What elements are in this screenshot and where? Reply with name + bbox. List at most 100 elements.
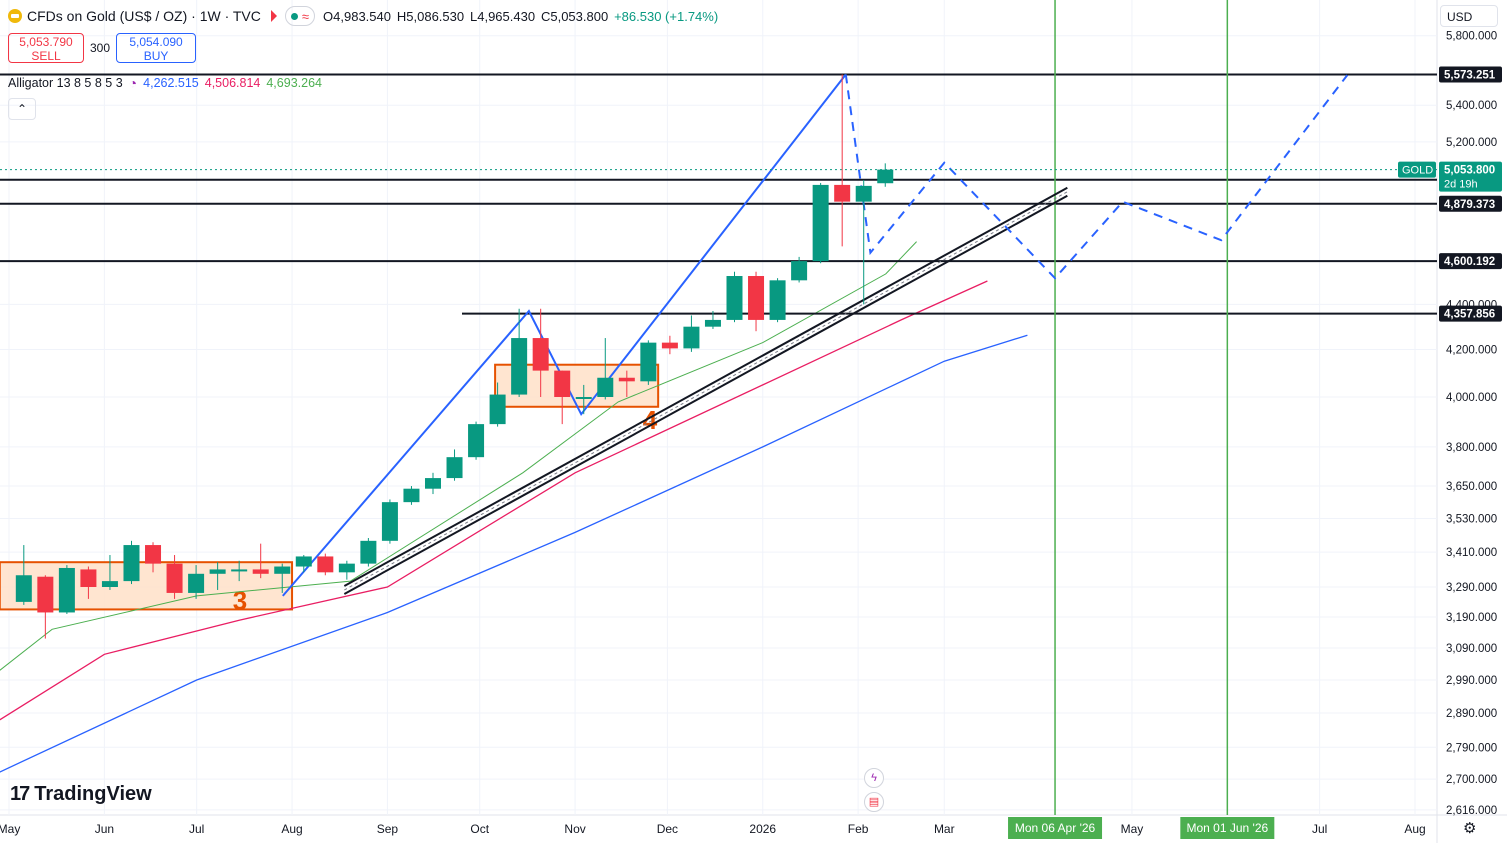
x-tick-label: Feb bbox=[848, 822, 869, 836]
x-tick-label: Oct bbox=[470, 822, 489, 836]
candle-body bbox=[618, 377, 635, 382]
date-marker-label: Mon 06 Apr '26 bbox=[1015, 821, 1096, 835]
candle-body bbox=[812, 184, 829, 262]
candle-body bbox=[15, 575, 32, 602]
y-tick-label: 3,800.000 bbox=[1446, 442, 1497, 454]
candle-body bbox=[748, 276, 765, 320]
candle-body bbox=[597, 377, 614, 397]
symbol-tag bbox=[1398, 161, 1436, 178]
candle-body bbox=[381, 502, 398, 541]
symbol-title[interactable]: CFDs on Gold (US$ / OZ) · 1W · TVC bbox=[27, 8, 261, 24]
x-tick-label: Nov bbox=[564, 822, 585, 836]
y-tick-label: 2,700.000 bbox=[1446, 774, 1497, 786]
x-tick-label: Sep bbox=[377, 822, 399, 836]
candle-body bbox=[295, 556, 312, 567]
currency-selector[interactable]: USD bbox=[1440, 5, 1498, 27]
indicator-loading-icon: ◔ bbox=[128, 75, 138, 91]
date-marker-label: Mon 01 Jun '26 bbox=[1186, 821, 1268, 835]
jaw-value: 4,262.515 bbox=[143, 76, 199, 90]
candle-body bbox=[58, 567, 75, 613]
candle-body bbox=[188, 573, 205, 593]
candle-body bbox=[791, 261, 808, 281]
change-value: +86.530 (+1.74%) bbox=[614, 9, 719, 24]
candle-body bbox=[37, 576, 54, 613]
current-price-tag bbox=[1439, 161, 1502, 192]
candle-body bbox=[446, 457, 463, 479]
market-status-pill[interactable]: ≈ bbox=[284, 6, 316, 26]
y-tick-label: 2,990.000 bbox=[1446, 675, 1497, 687]
x-tick-label: May bbox=[0, 822, 20, 836]
alligator-indicator-legend[interactable]: Alligator 13 8 5 8 5 3 ◔ 4,262.515 4,506… bbox=[8, 75, 322, 91]
lips-value: 4,693.264 bbox=[266, 76, 322, 90]
candle-body bbox=[338, 563, 355, 573]
candle-body bbox=[403, 488, 420, 503]
tradingview-logo[interactable]: 17 TradingView bbox=[10, 783, 152, 806]
sell-button[interactable]: 5,053.790 SELL bbox=[8, 33, 84, 63]
buy-button[interactable]: 5,054.090 BUY bbox=[116, 33, 197, 63]
x-tick-label: Aug bbox=[281, 822, 302, 836]
candle-body bbox=[532, 338, 549, 371]
y-tick-label: 4,200.000 bbox=[1446, 345, 1497, 357]
trend-channel-line bbox=[343, 186, 1068, 587]
candle-body bbox=[317, 556, 334, 573]
y-tick-label: 2,790.000 bbox=[1446, 742, 1497, 754]
candle-body bbox=[209, 569, 226, 574]
projection-wave-path bbox=[844, 74, 1349, 280]
candle-body bbox=[575, 397, 592, 399]
x-tick-label: 2026 bbox=[749, 822, 776, 836]
buy-label: BUY bbox=[143, 49, 169, 63]
low-value: L4,965.430 bbox=[470, 9, 536, 24]
y-tick-label: 3,090.000 bbox=[1446, 643, 1497, 655]
level-price-label: 4,600.192 bbox=[1444, 256, 1495, 268]
gold-symbol-icon bbox=[8, 9, 22, 23]
level-price-label: 5,573.251 bbox=[1444, 69, 1496, 81]
high-value: H5,086.530 bbox=[396, 9, 465, 24]
candle-body bbox=[123, 545, 140, 582]
alligator-teeth-line bbox=[0, 280, 988, 721]
flag-icon[interactable] bbox=[270, 10, 277, 22]
date-marker-tag bbox=[1008, 817, 1103, 839]
event-flag-us-icon[interactable]: ▤ bbox=[864, 792, 884, 812]
open-value: O4,983.540 bbox=[323, 9, 391, 24]
candle-body bbox=[704, 319, 721, 327]
x-tick-label: Aug bbox=[1404, 822, 1425, 836]
spread-value: 300 bbox=[90, 41, 111, 55]
symbol-tag-label: GOLD bbox=[1402, 165, 1433, 177]
alligator-lips-line bbox=[0, 241, 917, 671]
y-tick-label: 3,190.000 bbox=[1446, 612, 1497, 624]
y-tick-label: 3,650.000 bbox=[1446, 481, 1497, 493]
market-open-icon bbox=[290, 12, 298, 20]
chevron-up-icon: ⌃ bbox=[16, 102, 28, 116]
brand-name: TradingView bbox=[34, 783, 152, 805]
x-tick-label: Jun bbox=[95, 822, 114, 836]
x-tick-label: Dec bbox=[657, 822, 678, 836]
collapse-indicators-button[interactable]: ⌃ bbox=[8, 98, 36, 120]
candle-body bbox=[640, 342, 657, 382]
candle-body bbox=[511, 338, 528, 395]
currency-label: USD bbox=[1447, 10, 1473, 24]
close-value: C5,053.800 bbox=[540, 9, 609, 24]
candle-body bbox=[101, 581, 118, 587]
x-tick-label: Jul bbox=[1312, 822, 1327, 836]
y-tick-label: 2,616.000 bbox=[1446, 805, 1497, 817]
level-price-label: 4,357.856 bbox=[1444, 309, 1495, 321]
level-price-tag bbox=[1439, 195, 1502, 212]
symbol-legend: CFDs on Gold (US$ / OZ) · 1W · TVC ≈ O4,… bbox=[8, 6, 720, 26]
candle-body bbox=[683, 326, 700, 349]
wave-icon: ≈ bbox=[301, 8, 310, 24]
candle-body bbox=[231, 569, 248, 572]
indicator-name: Alligator 13 8 5 8 5 3 bbox=[8, 76, 123, 90]
y-tick-label: 5,800.000 bbox=[1446, 31, 1497, 43]
event-lightning-icon[interactable]: ϟ bbox=[864, 768, 884, 788]
candle-body bbox=[877, 169, 894, 184]
candle-body bbox=[80, 569, 97, 587]
level-price-label: 4,879.373 bbox=[1444, 199, 1495, 211]
candle-body bbox=[855, 185, 872, 202]
date-marker-tag bbox=[1180, 817, 1275, 839]
candle-body bbox=[468, 424, 485, 458]
tv-mark-icon: 17 bbox=[10, 783, 30, 805]
trend-channel-midline bbox=[344, 191, 1068, 591]
settings-gear-icon[interactable]: ⚙ bbox=[1463, 820, 1477, 837]
candle-body bbox=[661, 342, 678, 349]
